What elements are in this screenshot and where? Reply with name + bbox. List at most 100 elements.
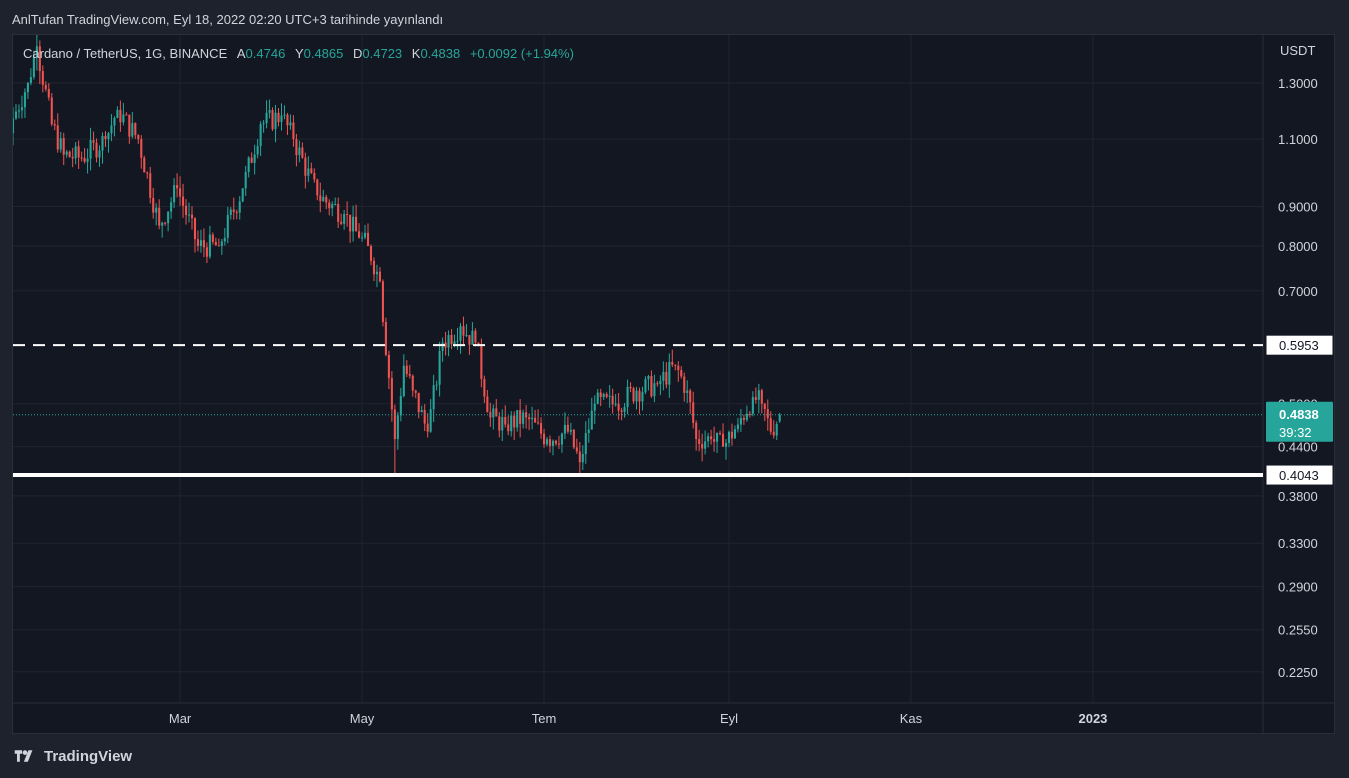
footer-brand[interactable]: TradingView [44, 747, 133, 765]
candle-body [778, 414, 781, 422]
candle-body [337, 204, 340, 222]
candle-body [545, 439, 549, 445]
candle-body [346, 213, 349, 215]
candle-body [77, 146, 80, 158]
candle-body [319, 195, 322, 202]
candle-body [721, 433, 725, 447]
candle-body [83, 157, 86, 162]
candle-body [471, 330, 474, 345]
candle-body [95, 142, 98, 158]
candle-body [202, 240, 205, 248]
candle-body [641, 392, 644, 402]
candle-body [307, 168, 310, 176]
candle-body [155, 207, 158, 213]
candle-body [763, 403, 766, 410]
candle-body [620, 410, 623, 412]
candle-body [519, 410, 522, 424]
candle-body [632, 388, 635, 402]
candle-body [748, 413, 751, 415]
candle-body [164, 222, 167, 224]
candle-body [656, 383, 659, 385]
chart-frame[interactable]: Cardano / TetherUS, 1G, BINANCE A0.4746 … [12, 34, 1335, 734]
candle-body [542, 433, 546, 445]
candle-body [220, 241, 223, 246]
high-value: 0.4865 [303, 46, 344, 61]
candle-body [298, 147, 301, 156]
candle-body [316, 179, 319, 196]
candle-body [265, 112, 268, 124]
candle-body [68, 151, 71, 157]
candle-body [301, 147, 304, 158]
candle-body [119, 109, 122, 123]
candle-body [59, 138, 62, 150]
candle-body [575, 447, 578, 452]
candle-body [531, 417, 534, 420]
price-axis-tick: 1.1000 [1278, 132, 1318, 147]
candle-body [196, 239, 200, 246]
candle-body [590, 410, 593, 430]
candle-body [262, 123, 265, 125]
candle-body [420, 410, 423, 413]
candle-body [557, 443, 560, 445]
candle-body [766, 409, 769, 419]
candle-body [217, 245, 220, 247]
candle-body [754, 397, 757, 400]
candle-body [742, 418, 745, 420]
candle-body [363, 232, 367, 238]
candle-body [378, 271, 381, 282]
candle-body [384, 322, 387, 355]
candle-body [56, 125, 59, 150]
candle-body [751, 397, 754, 414]
candle-body [20, 107, 23, 111]
candle-body [635, 390, 638, 402]
symbol-title[interactable]: Cardano / TetherUS, 1G, BINANCE [23, 46, 228, 61]
candle-body [104, 135, 107, 140]
candle-body [98, 150, 101, 158]
candle-body [599, 392, 602, 398]
candle-body [441, 342, 444, 351]
low-key: D [353, 46, 363, 61]
candle-body [662, 371, 665, 381]
price-chart[interactable]: USDT1.30001.10000.90000.80000.70000.5000… [13, 35, 1335, 734]
candle-body [474, 330, 477, 343]
candle-body [480, 346, 483, 379]
candle-body [29, 77, 32, 84]
candle-body [429, 409, 432, 432]
candle-body [757, 390, 760, 400]
candle-body [331, 204, 334, 209]
candle-body [289, 122, 292, 126]
candle-body [355, 216, 358, 232]
close-key: K [411, 46, 421, 61]
candle-body [140, 139, 143, 158]
candle-body [226, 214, 229, 238]
candle-body [438, 350, 441, 385]
candle-body [593, 403, 596, 411]
candle-body [310, 168, 313, 173]
candle-body [259, 124, 262, 147]
candle-body [539, 423, 543, 434]
candle-body [534, 417, 537, 423]
candle-body [253, 154, 256, 163]
candle-body [295, 139, 298, 156]
candle-body [38, 46, 41, 71]
candle-body [692, 402, 695, 423]
candle-body [411, 375, 414, 391]
candle-body [399, 395, 402, 416]
candle-body [513, 415, 516, 428]
candle-body [372, 260, 376, 275]
candle-body [86, 158, 89, 162]
candle-body [65, 151, 68, 155]
candle-body [465, 335, 468, 337]
candle-body [608, 395, 611, 397]
candle-body [435, 384, 438, 386]
candle-body [414, 390, 417, 393]
candle-body [334, 204, 337, 206]
candle-body [727, 431, 731, 443]
candle-body [211, 234, 214, 242]
candle-body [468, 335, 471, 345]
candle-body [53, 124, 56, 126]
candle-body [718, 432, 722, 434]
candle-body [584, 432, 587, 454]
candle-body [677, 365, 680, 371]
candle-body [581, 453, 584, 463]
